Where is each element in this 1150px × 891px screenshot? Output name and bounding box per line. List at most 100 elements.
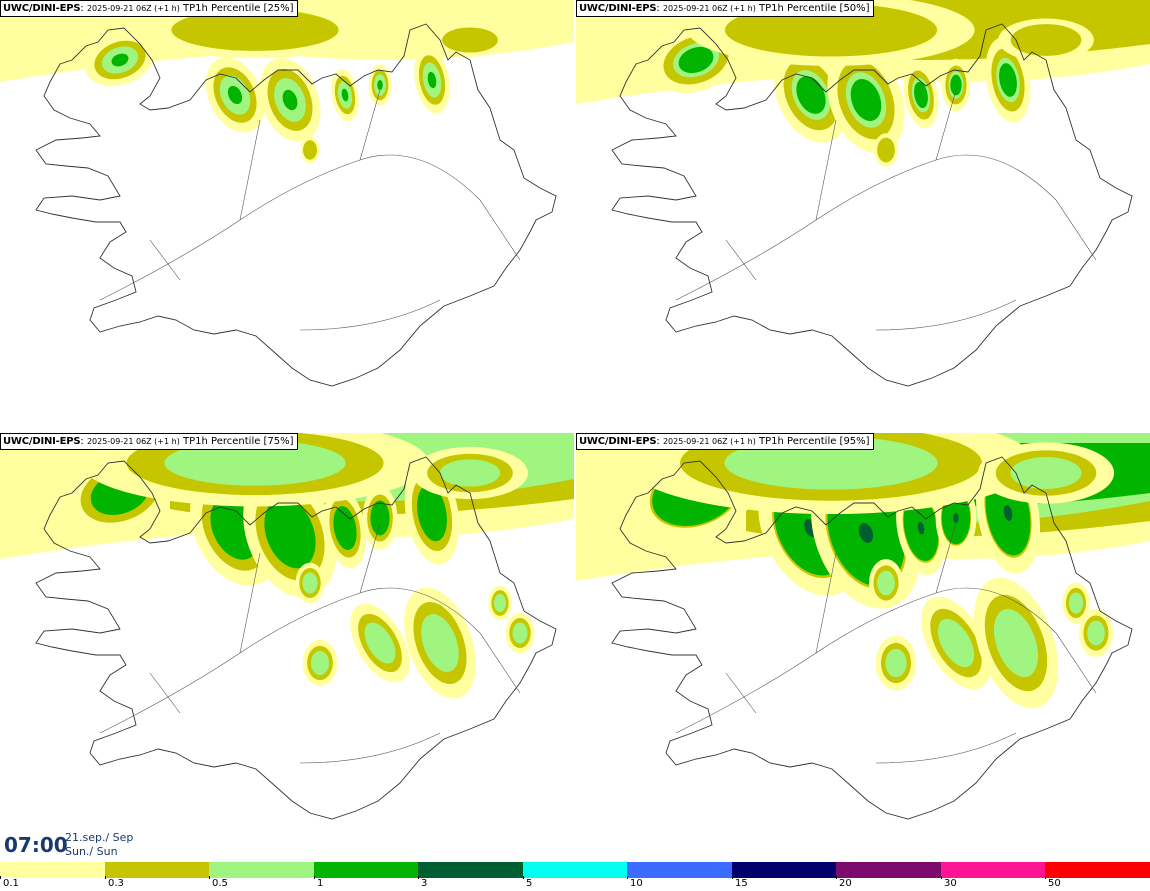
iceland-coastline: [611, 456, 1133, 820]
precip-map: [576, 433, 1150, 820]
colorbar-tickmark: [209, 876, 210, 879]
precip-contour: [303, 140, 317, 160]
precip-contour: [310, 650, 330, 676]
field-name: TP1h Percentile [50%]: [759, 3, 870, 14]
road-network: [675, 522, 1097, 764]
run-time: 2025-09-21 06Z (+1 h): [662, 4, 756, 13]
precip-contour: [442, 27, 498, 53]
precip-contour: [370, 500, 390, 536]
precip-contour: [1003, 505, 1013, 521]
colorbar-tick-label: 50: [1048, 878, 1061, 889]
precip-contour: [427, 71, 437, 89]
precip-contour: [421, 614, 459, 672]
colorbar-tick-label: 20: [839, 878, 852, 889]
field-name: TP1h Percentile [25%]: [183, 3, 294, 14]
colorbar-segment: [0, 862, 105, 878]
colorbar-tickmark: [627, 876, 628, 879]
model-name: UWC/DINI-EPS: [3, 3, 81, 14]
date-line: 21.sep./ Sep: [65, 831, 134, 844]
colorbar-segment: [731, 862, 837, 878]
iceland-coastline: [35, 23, 557, 387]
precip-contour: [678, 46, 714, 74]
colorbar-tick-label: 5: [526, 878, 533, 889]
colorbar-segment: [104, 862, 210, 878]
precip-contour: [1010, 24, 1082, 56]
run-time: 2025-09-21 06Z (+1 h): [662, 437, 756, 446]
colorbar-segment: [418, 862, 523, 878]
precip-contour: [264, 497, 316, 569]
colorbar-tickmark: [732, 876, 733, 879]
precip-contour: [282, 89, 298, 111]
run-time: 2025-09-21 06Z (+1 h): [86, 4, 180, 13]
precip-map: [0, 0, 574, 387]
precip-contour: [885, 648, 907, 678]
precip-contour: [1068, 592, 1084, 614]
field-name: TP1h Percentile [95%]: [759, 436, 870, 447]
field-name: TP1h Percentile [75%]: [183, 436, 294, 447]
panel-title: UWC/DINI-EPS: 2025-09-21 06Z (+1 h) TP1h…: [0, 0, 298, 17]
colorbar-tickmark: [418, 876, 419, 879]
colorbar-segment: [940, 862, 1046, 878]
colorbar-tickmark: [523, 876, 524, 879]
colorbar-segment: [209, 862, 314, 878]
colorbar-tick-label: 3: [421, 878, 428, 889]
precip-contour: [341, 88, 349, 102]
colorbar-tickmark: [941, 876, 942, 879]
colorbar-tickmark: [105, 876, 106, 879]
precip-contour: [364, 622, 396, 664]
road-network: [99, 522, 521, 764]
precip-contour: [937, 618, 975, 668]
map-panel-p50: UWC/DINI-EPS: 2025-09-21 06Z (+1 h) TP1h…: [576, 0, 1150, 429]
precip-contour: [333, 506, 357, 550]
valid-time-box: 07:00 21.sep./ Sep Sun./ Sun: [0, 827, 138, 861]
precip-contour: [227, 85, 243, 105]
precip-contour: [914, 81, 928, 109]
precip-contour: [993, 608, 1039, 678]
precip-contour: [950, 74, 962, 96]
colorbar-segment: [313, 862, 419, 878]
road-network: [99, 89, 521, 331]
colorbar-segment: [836, 862, 941, 878]
precip-contour: [1010, 457, 1082, 489]
colorbar-tick-label: 30: [944, 878, 957, 889]
precip-contour: [858, 523, 874, 543]
precip-contour: [164, 440, 346, 486]
precip-contour: [171, 9, 339, 51]
day-line: Sun./ Sun: [65, 845, 118, 858]
precip-contour: [877, 137, 895, 163]
colorbar-tickmark: [836, 876, 837, 879]
run-time: 2025-09-21 06Z (+1 h): [86, 437, 180, 446]
colorbar-tick-label: 0.1: [3, 878, 19, 889]
road-network: [675, 89, 1097, 331]
valid-date: 21.sep./ Sep Sun./ Sun: [65, 831, 133, 859]
precip-map: [576, 0, 1150, 387]
precip-contour: [111, 53, 129, 67]
colorbar-tick-label: 0.3: [108, 878, 124, 889]
precip-contour: [377, 79, 383, 91]
colorbar-tick-label: 10: [630, 878, 643, 889]
precip-contour: [999, 63, 1017, 97]
map-panel-p75: UWC/DINI-EPS: 2025-09-21 06Z (+1 h) TP1h…: [0, 433, 574, 862]
model-name: UWC/DINI-EPS: [579, 436, 657, 447]
precip-colorbar: [0, 862, 1150, 878]
panel-title: UWC/DINI-EPS: 2025-09-21 06Z (+1 h) TP1h…: [576, 0, 874, 17]
precip-contour: [493, 593, 507, 613]
colorbar-tickmark: [0, 876, 1, 879]
model-name: UWC/DINI-EPS: [579, 3, 657, 14]
precip-contour: [877, 570, 895, 596]
colorbar-segment: [627, 862, 732, 878]
panel-title: UWC/DINI-EPS: 2025-09-21 06Z (+1 h) TP1h…: [0, 433, 298, 450]
precip-contour: [917, 521, 925, 535]
precip-map: [0, 433, 574, 820]
map-panel-p95: UWC/DINI-EPS: 2025-09-21 06Z (+1 h) TP1h…: [576, 433, 1150, 862]
valid-time-clock: 07:00: [4, 833, 68, 857]
colorbar-tick-label: 1: [317, 878, 324, 889]
colorbar-tickmark: [1045, 876, 1046, 879]
colorbar-segment: [1045, 862, 1150, 878]
panel-title: UWC/DINI-EPS: 2025-09-21 06Z (+1 h) TP1h…: [576, 433, 874, 450]
precip-contour: [302, 572, 318, 594]
precip-contour: [439, 459, 501, 487]
precip-contour: [512, 622, 528, 644]
precip-contour: [796, 76, 826, 114]
map-panel-p25: UWC/DINI-EPS: 2025-09-21 06Z (+1 h) TP1h…: [0, 0, 574, 429]
